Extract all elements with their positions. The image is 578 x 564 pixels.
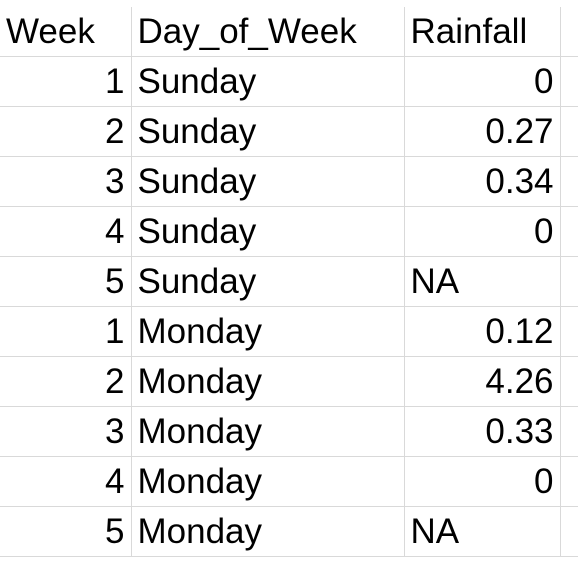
cell-rainfall[interactable]: 0.27: [404, 106, 561, 157]
cell-day-of-week[interactable]: Monday: [131, 406, 405, 457]
cell-week[interactable]: 3: [0, 406, 132, 457]
header-cell-week[interactable]: Week: [0, 7, 132, 57]
table-row: 3 Monday 0.33: [0, 406, 578, 457]
cell-rainfall[interactable]: 0: [404, 456, 561, 507]
cell-day-of-week[interactable]: Sunday: [131, 56, 405, 107]
cell-week[interactable]: 2: [0, 356, 132, 407]
empty-cell[interactable]: [560, 106, 578, 157]
cell-rainfall[interactable]: 0.12: [404, 306, 561, 357]
empty-cell[interactable]: [560, 56, 578, 107]
cell-rainfall[interactable]: 0: [404, 56, 561, 107]
cell-week[interactable]: 4: [0, 206, 132, 257]
empty-cell[interactable]: [560, 456, 578, 507]
data-table: Week Day_of_Week Rainfall 1 Sunday 0 2 Sunda…: [0, 7, 578, 557]
cell-week[interactable]: 3: [0, 156, 132, 207]
table-row: 4 Sunday 0: [0, 206, 578, 257]
header-row: Week Day_of_Week Rainfall: [0, 7, 578, 57]
cell-day-of-week[interactable]: Sunday: [131, 206, 405, 257]
table-row: 2 Sunday 0.27: [0, 106, 578, 157]
cell-week[interactable]: 1: [0, 306, 132, 357]
empty-cell[interactable]: [560, 406, 578, 457]
table-row: 1 Monday 0.12: [0, 306, 578, 357]
cell-week[interactable]: 1: [0, 56, 132, 107]
cell-rainfall[interactable]: 0.33: [404, 406, 561, 457]
table-row: 5 Sunday NA: [0, 256, 578, 307]
table-row: 4 Monday 0: [0, 456, 578, 507]
table-row: 2 Monday 4.26: [0, 356, 578, 407]
empty-cell[interactable]: [560, 156, 578, 207]
empty-cell[interactable]: [560, 7, 578, 57]
cell-day-of-week[interactable]: Sunday: [131, 106, 405, 157]
header-cell-rainfall[interactable]: Rainfall: [404, 7, 561, 57]
empty-cell[interactable]: [560, 356, 578, 407]
table-row: 3 Sunday 0.34: [0, 156, 578, 207]
cell-day-of-week[interactable]: Sunday: [131, 256, 405, 307]
top-cell-edge: [0, 0, 578, 7]
cell-day-of-week[interactable]: Monday: [131, 306, 405, 357]
cell-week[interactable]: 4: [0, 456, 132, 507]
cell-day-of-week[interactable]: Monday: [131, 506, 405, 557]
cell-day-of-week[interactable]: Monday: [131, 456, 405, 507]
cell-rainfall[interactable]: NA: [404, 256, 561, 307]
cell-rainfall[interactable]: NA: [404, 506, 561, 557]
empty-cell[interactable]: [560, 506, 578, 557]
cell-day-of-week[interactable]: Sunday: [131, 156, 405, 207]
empty-cell[interactable]: [560, 206, 578, 257]
table-row: 5 Monday NA: [0, 506, 578, 557]
cell-week[interactable]: 5: [0, 506, 132, 557]
header-cell-day-of-week[interactable]: Day_of_Week: [131, 7, 405, 57]
table-row: 1 Sunday 0: [0, 56, 578, 107]
cell-day-of-week[interactable]: Monday: [131, 356, 405, 407]
cell-week[interactable]: 2: [0, 106, 132, 157]
empty-cell[interactable]: [560, 306, 578, 357]
cell-rainfall[interactable]: 4.26: [404, 356, 561, 407]
cell-week[interactable]: 5: [0, 256, 132, 307]
cell-rainfall[interactable]: 0.34: [404, 156, 561, 207]
cell-rainfall[interactable]: 0: [404, 206, 561, 257]
empty-cell[interactable]: [560, 256, 578, 307]
